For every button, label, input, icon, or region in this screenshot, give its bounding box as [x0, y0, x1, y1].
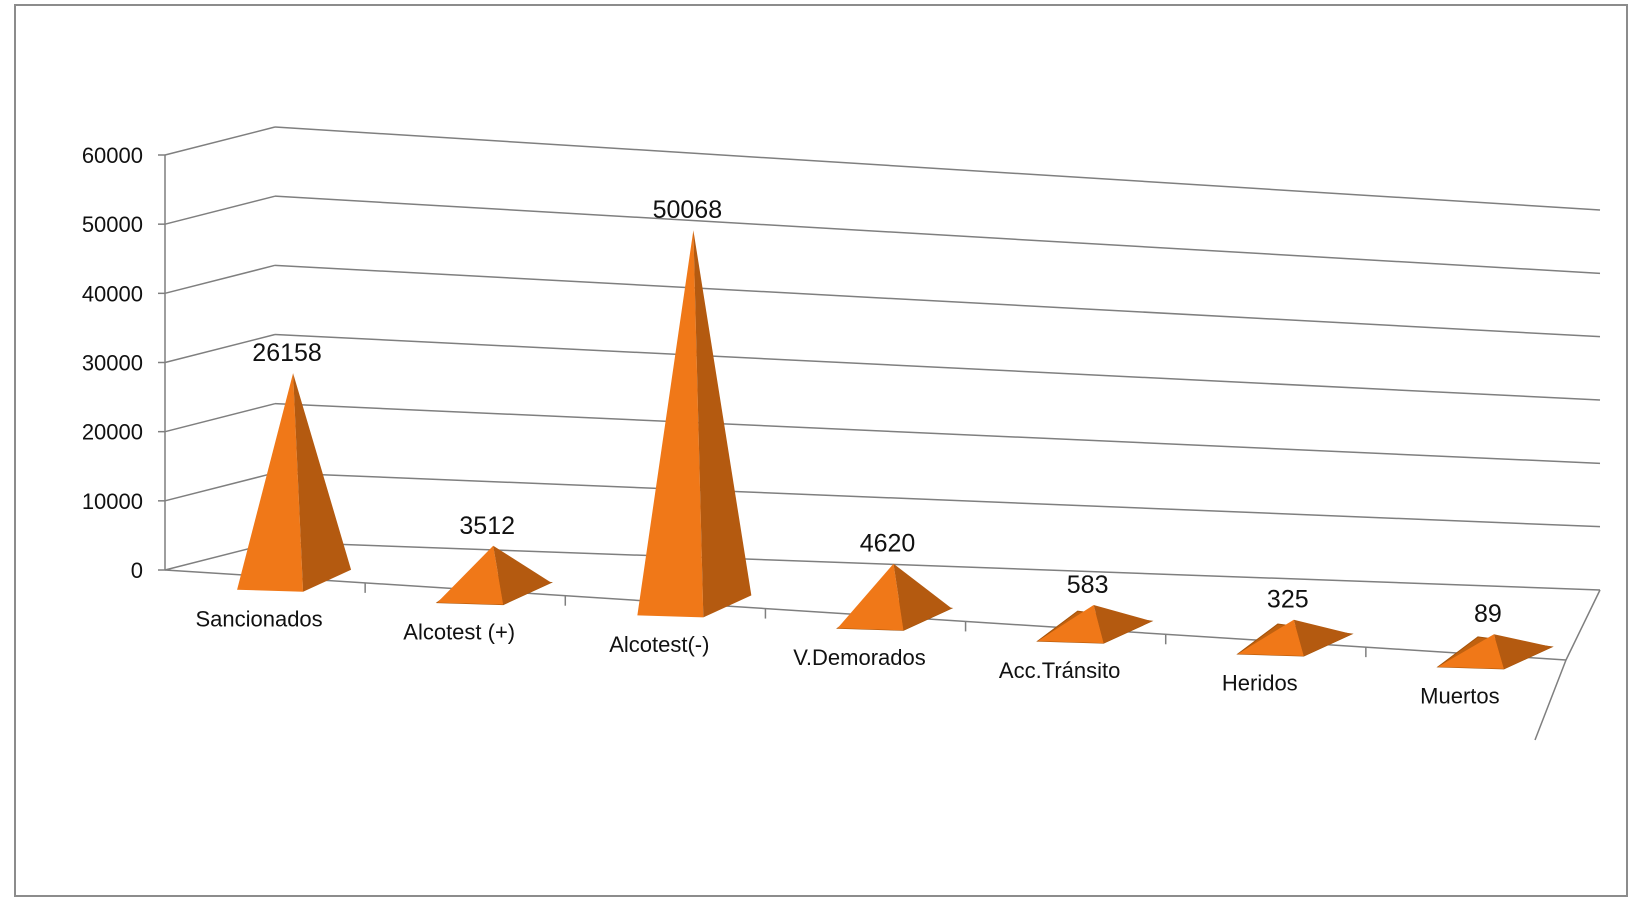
data-label: 3512	[459, 512, 515, 540]
gridline-side	[164, 195, 276, 225]
x-tick-label: V.Demorados	[793, 645, 925, 670]
x-tick-labels: Sancionados Alcotest (+) Alcotest(-) V.Demo…	[195, 606, 1499, 708]
gridlines	[164, 126, 1601, 591]
pyramid-face-front	[637, 230, 704, 618]
gridline-side	[164, 402, 276, 433]
data-label: 89	[1474, 600, 1502, 628]
pyramid-face-front	[1437, 634, 1504, 669]
y-tick-label: 50000	[82, 212, 143, 237]
gridline-back	[274, 472, 1601, 528]
y-tick-label: 20000	[82, 420, 143, 445]
data-labels: 26158 3512 50068 4620 583 325 89	[252, 196, 1502, 628]
pyramid-face-front	[837, 563, 904, 631]
y-tick-label: 30000	[82, 351, 143, 376]
pyramid-face-front	[1037, 605, 1104, 644]
pyramid-face-front	[437, 545, 504, 605]
gridline-side	[164, 333, 276, 364]
pyramid-face-side	[693, 230, 752, 618]
y-tick-labels: 0 10000 20000 30000 40000 50000 60000	[82, 143, 143, 583]
gridline-side	[164, 472, 276, 502]
pyramid-face-side	[1493, 634, 1552, 669]
x-tick-label: Sancionados	[195, 606, 322, 631]
data-label: 583	[1067, 571, 1109, 599]
gridline-side	[164, 264, 276, 295]
y-tick-label: 10000	[82, 489, 143, 514]
data-label: 50068	[653, 196, 723, 224]
floor-back-right-edge	[1565, 589, 1601, 661]
x-tick-label: Alcotest(-)	[609, 632, 709, 657]
gridline-back	[274, 126, 1601, 211]
floor-right-edge	[1534, 659, 1567, 741]
gridline-back	[274, 264, 1601, 338]
x-tick-label: Heridos	[1222, 671, 1298, 696]
x-tick-label: Muertos	[1420, 684, 1499, 709]
data-label: 26158	[252, 339, 322, 367]
gridline-side	[164, 126, 276, 156]
pyramid-face-side	[293, 373, 352, 592]
pyramid-face-side	[1293, 619, 1352, 656]
pyramid-face-front	[1237, 619, 1304, 656]
pyramid-face-front	[237, 373, 304, 592]
y-tick-label: 40000	[82, 281, 143, 306]
pyramid-face-side	[893, 563, 952, 631]
data-label: 325	[1267, 586, 1309, 614]
data-label: 4620	[860, 530, 916, 558]
x-tick-label: Alcotest (+)	[403, 619, 515, 644]
pyramid-face-side	[493, 545, 552, 605]
y-tick-label: 60000	[82, 143, 143, 168]
pyramid-face-side	[1093, 605, 1152, 644]
y-tick-label: 0	[131, 558, 143, 583]
pyramid-marks	[237, 230, 1554, 670]
gridline-back	[274, 195, 1601, 275]
gridline-back	[274, 402, 1601, 465]
x-tick-label: Acc.Tránsito	[999, 658, 1120, 683]
gridline-back	[274, 333, 1601, 401]
